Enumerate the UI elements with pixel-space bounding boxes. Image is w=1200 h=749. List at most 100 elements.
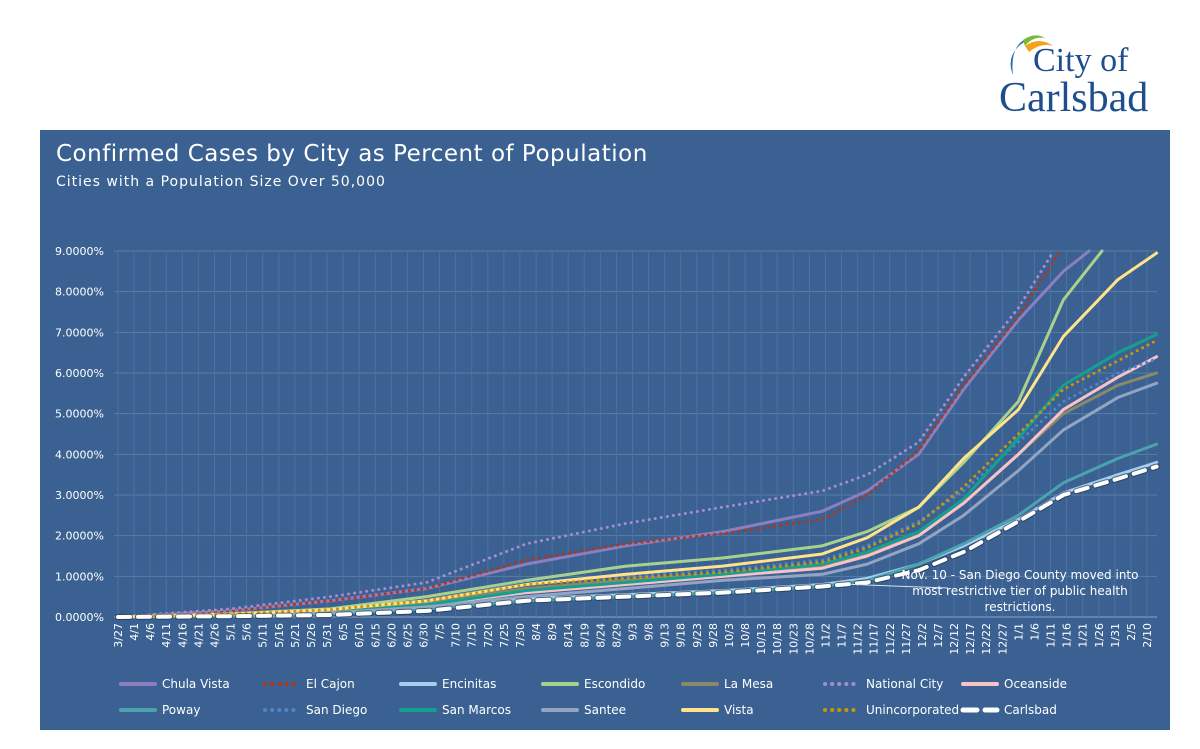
y-tick-label: 7.0000% (55, 326, 104, 339)
annotation-text: Nov. 10 - San Diego County moved into mo… (901, 568, 1139, 614)
x-tick-label: 9/13 (659, 623, 672, 648)
x-tick-label: 5/26 (305, 623, 318, 648)
x-tick-label: 12/22 (980, 623, 993, 655)
legend-item-escondido: Escondido (540, 677, 645, 691)
x-tick-label: 9/23 (691, 623, 704, 648)
x-tick-label: 12/12 (948, 623, 961, 655)
annotation-leader-line (851, 583, 949, 589)
x-tick-label: 1/1 (1012, 623, 1025, 641)
x-tick-label: 11/7 (836, 623, 849, 648)
x-tick-label: 4/1 (128, 623, 141, 641)
x-tick-label: 10/28 (803, 623, 816, 655)
legend-swatch-icon (541, 708, 579, 712)
legend-label: Vista (724, 703, 754, 717)
legend-item-national-city: National City (822, 677, 943, 691)
x-tick-label: 1/31 (1109, 623, 1122, 648)
x-tick-label: 12/17 (964, 623, 977, 655)
logo-swoosh-icon (1010, 35, 1053, 75)
x-tick-label: 9/3 (627, 623, 640, 641)
x-tick-label: 7/20 (482, 623, 495, 648)
series-line-unincorporated (116, 338, 1159, 619)
legend-label: El Cajon (306, 677, 355, 691)
legend-swatch-icon (681, 708, 719, 712)
x-tick-label: 5/6 (241, 623, 254, 641)
x-tick-label: 6/10 (353, 623, 366, 648)
x-tick-label: 7/15 (466, 623, 479, 648)
legend-swatch-icon (961, 682, 999, 686)
legend-label: National City (866, 677, 944, 691)
x-tick-label: 12/27 (996, 623, 1009, 655)
legend-label: Chula Vista (162, 677, 230, 691)
legend-label: Unincorporated (866, 703, 960, 717)
logo-line2: Carlsbad (999, 75, 1149, 121)
legend-item-chula-vista: Chula Vista (118, 677, 230, 691)
legend-label: Santee (584, 703, 627, 717)
x-tick-label: 1/6 (1028, 623, 1041, 641)
x-tick-label: 8/14 (562, 623, 575, 648)
x-tick-label: 2/5 (1125, 623, 1138, 641)
x-tick-label: 5/16 (273, 623, 286, 648)
y-tick-label: 5.0000% (55, 408, 104, 421)
series-line-el-cajon (116, 249, 1062, 619)
x-tick-label: 4/26 (208, 623, 221, 648)
x-tick-label: 7/25 (498, 623, 511, 648)
y-tick-label: 9.0000% (55, 245, 104, 258)
x-tick-label: 10/3 (723, 623, 736, 648)
x-tick-label: 7/10 (450, 623, 463, 648)
x-tick-label: 1/16 (1061, 623, 1074, 648)
x-tick-label: 6/5 (337, 623, 350, 641)
x-tick-label: 7/30 (514, 623, 527, 648)
legend-swatch-icon (823, 708, 861, 712)
series-line-national-city (116, 249, 1056, 619)
legend-swatch-icon (399, 682, 437, 686)
legend-swatch-icon (119, 708, 157, 712)
legend-item-la-mesa: La Mesa (680, 677, 773, 691)
y-tick-label: 3.0000% (55, 489, 104, 502)
x-tick-label: 11/22 (884, 623, 897, 655)
y-tick-label: 6.0000% (55, 367, 104, 380)
x-tick-label: 2/10 (1141, 623, 1154, 648)
x-tick-label: 9/28 (707, 623, 720, 648)
x-tick-label: 10/23 (787, 623, 800, 655)
legend-swatch-icon (263, 682, 301, 686)
legend-item-encinitas: Encinitas (398, 677, 496, 691)
x-tick-label: 11/27 (900, 623, 913, 655)
legend-label: San Diego (306, 703, 368, 717)
y-tick-label: 0.0000% (55, 611, 104, 624)
x-tick-label: 6/30 (417, 623, 430, 648)
legend-swatch-icon (541, 682, 579, 686)
x-tick-label: 1/11 (1045, 623, 1058, 648)
legend-label: Poway (162, 703, 201, 717)
legend-swatch-icon (119, 682, 157, 686)
x-tick-label: 12/7 (932, 623, 945, 648)
y-tick-label: 4.0000% (55, 448, 104, 461)
legend-item-poway: Poway (118, 703, 200, 717)
legend-label: San Marcos (442, 703, 511, 717)
legend-swatch-icon (263, 708, 301, 712)
x-tick-label: 8/9 (546, 623, 559, 641)
x-tick-label: 6/25 (401, 623, 414, 648)
series-line-vista (116, 251, 1159, 619)
x-tick-label: 6/20 (385, 623, 398, 648)
x-tick-label: 11/17 (868, 623, 881, 655)
x-tick-label: 1/21 (1077, 623, 1090, 648)
series-line-chula-vista (116, 249, 1091, 619)
legend-item-san-marcos: San Marcos (398, 703, 511, 717)
legend-item-vista: Vista (680, 703, 754, 717)
legend-item-el-cajon: El Cajon (262, 677, 355, 691)
x-tick-label: 3/27 (112, 623, 125, 648)
x-tick-label: 4/21 (192, 623, 205, 648)
x-tick-label: 10/18 (771, 623, 784, 655)
x-tick-label: 12/2 (916, 623, 929, 648)
y-tick-label: 8.0000% (55, 286, 104, 299)
x-tick-label: 8/29 (610, 623, 623, 648)
x-tick-label: 11/12 (852, 623, 865, 655)
x-tick-label: 4/16 (176, 623, 189, 648)
x-tick-label: 5/1 (225, 623, 238, 641)
x-tick-label: 8/4 (530, 623, 543, 641)
legend-label: Carlsbad (1004, 703, 1057, 717)
legend-swatch-icon (681, 682, 719, 686)
legend-label: Encinitas (442, 677, 497, 691)
legend-item-carlsbad: Carlsbad (960, 703, 1057, 717)
